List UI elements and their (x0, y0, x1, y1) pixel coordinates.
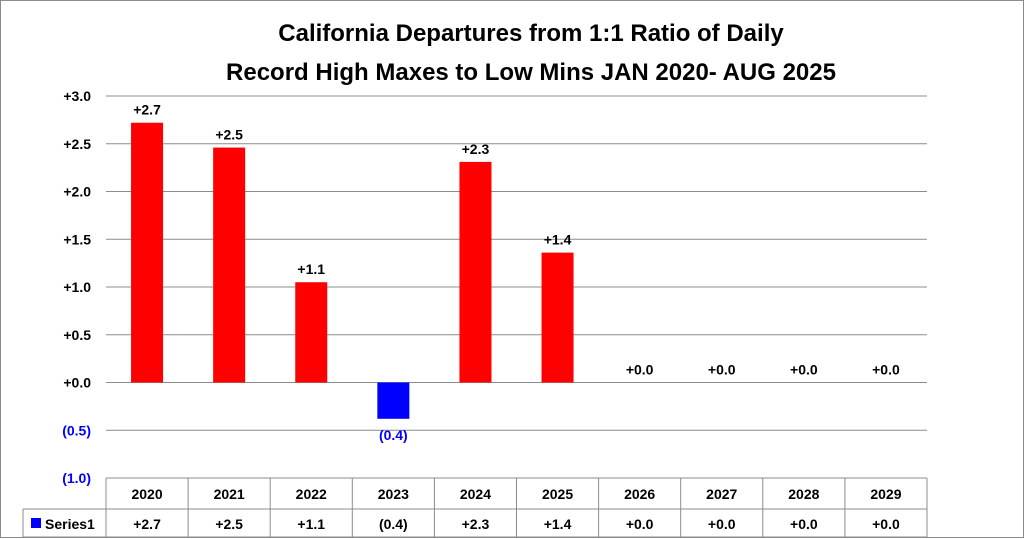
table-value-cell: +1.1 (297, 516, 325, 532)
x-category-label: 2023 (378, 486, 409, 502)
table-value-cell: +0.0 (708, 516, 736, 532)
table-value-cell: +0.0 (872, 516, 900, 532)
x-category-label: 2022 (296, 486, 327, 502)
y-tick-label: +0.5 (63, 327, 91, 343)
data-label: +0.0 (626, 362, 654, 378)
bar (131, 122, 164, 383)
data-label: +2.7 (133, 102, 161, 118)
x-category-label: 2029 (870, 486, 901, 502)
table-value-cell: +0.0 (626, 516, 654, 532)
legend-series-name: Series1 (45, 516, 95, 532)
x-category-label: 2025 (542, 486, 573, 502)
data-label: +2.5 (215, 127, 243, 143)
y-tick-label: +0.0 (63, 375, 91, 391)
x-category-label: 2026 (624, 486, 655, 502)
x-category-label: 2024 (460, 486, 491, 502)
data-label: +1.1 (297, 261, 325, 277)
table-value-cell: +2.5 (215, 516, 243, 532)
y-tick-label: +2.5 (63, 136, 91, 152)
x-category-label: 2021 (214, 486, 245, 502)
y-tick-label: +2.0 (63, 184, 91, 200)
table-value-cell: +1.4 (544, 516, 572, 532)
table-value-cell: +2.3 (462, 516, 490, 532)
legend-key-swatch (31, 518, 41, 528)
data-label: +2.3 (462, 141, 490, 157)
data-label: +0.0 (790, 362, 818, 378)
data-label: +0.0 (872, 362, 900, 378)
y-tick-label: (1.0) (62, 470, 91, 486)
bar (213, 147, 246, 383)
data-table: 2020 +2.7 2021 +2.5 2022 +1.1 2023 (0.4) 2024 +2.… (22, 477, 928, 538)
bar (541, 252, 574, 383)
table-value-cell: +2.7 (133, 516, 161, 532)
x-category-label: 2028 (788, 486, 819, 502)
y-axis-tick-labels: +3.0 +2.5 +2.0 +1.5 +1.0 +0.5 +0.0 (0.5) (1.0) (62, 88, 91, 486)
bar (295, 282, 328, 383)
table-value-cell: +0.0 (790, 516, 818, 532)
data-labels: +2.7 +2.5 +1.1 (0.4) +2.3 +1.4 +0.0 +0.0 +0.0 +0.… (133, 102, 900, 443)
data-label: +1.4 (544, 232, 572, 248)
y-tick-label: +3.0 (63, 88, 91, 104)
y-tick-label: (0.5) (62, 422, 91, 438)
bar (377, 382, 410, 419)
table-value-cell: (0.4) (379, 516, 408, 532)
chart-title-line-1: California Departures from 1:1 Ratio of … (278, 20, 784, 47)
bars (131, 122, 574, 419)
y-tick-label: +1.0 (63, 279, 91, 295)
x-category-label: 2020 (131, 486, 162, 502)
x-category-label: 2027 (706, 486, 737, 502)
data-label: (0.4) (379, 427, 408, 443)
data-label: +0.0 (708, 362, 736, 378)
y-tick-label: +1.5 (63, 231, 91, 247)
chart-title-line-2: Record High Maxes to Low Mins JAN 2020- … (226, 59, 836, 86)
bar (459, 161, 492, 383)
